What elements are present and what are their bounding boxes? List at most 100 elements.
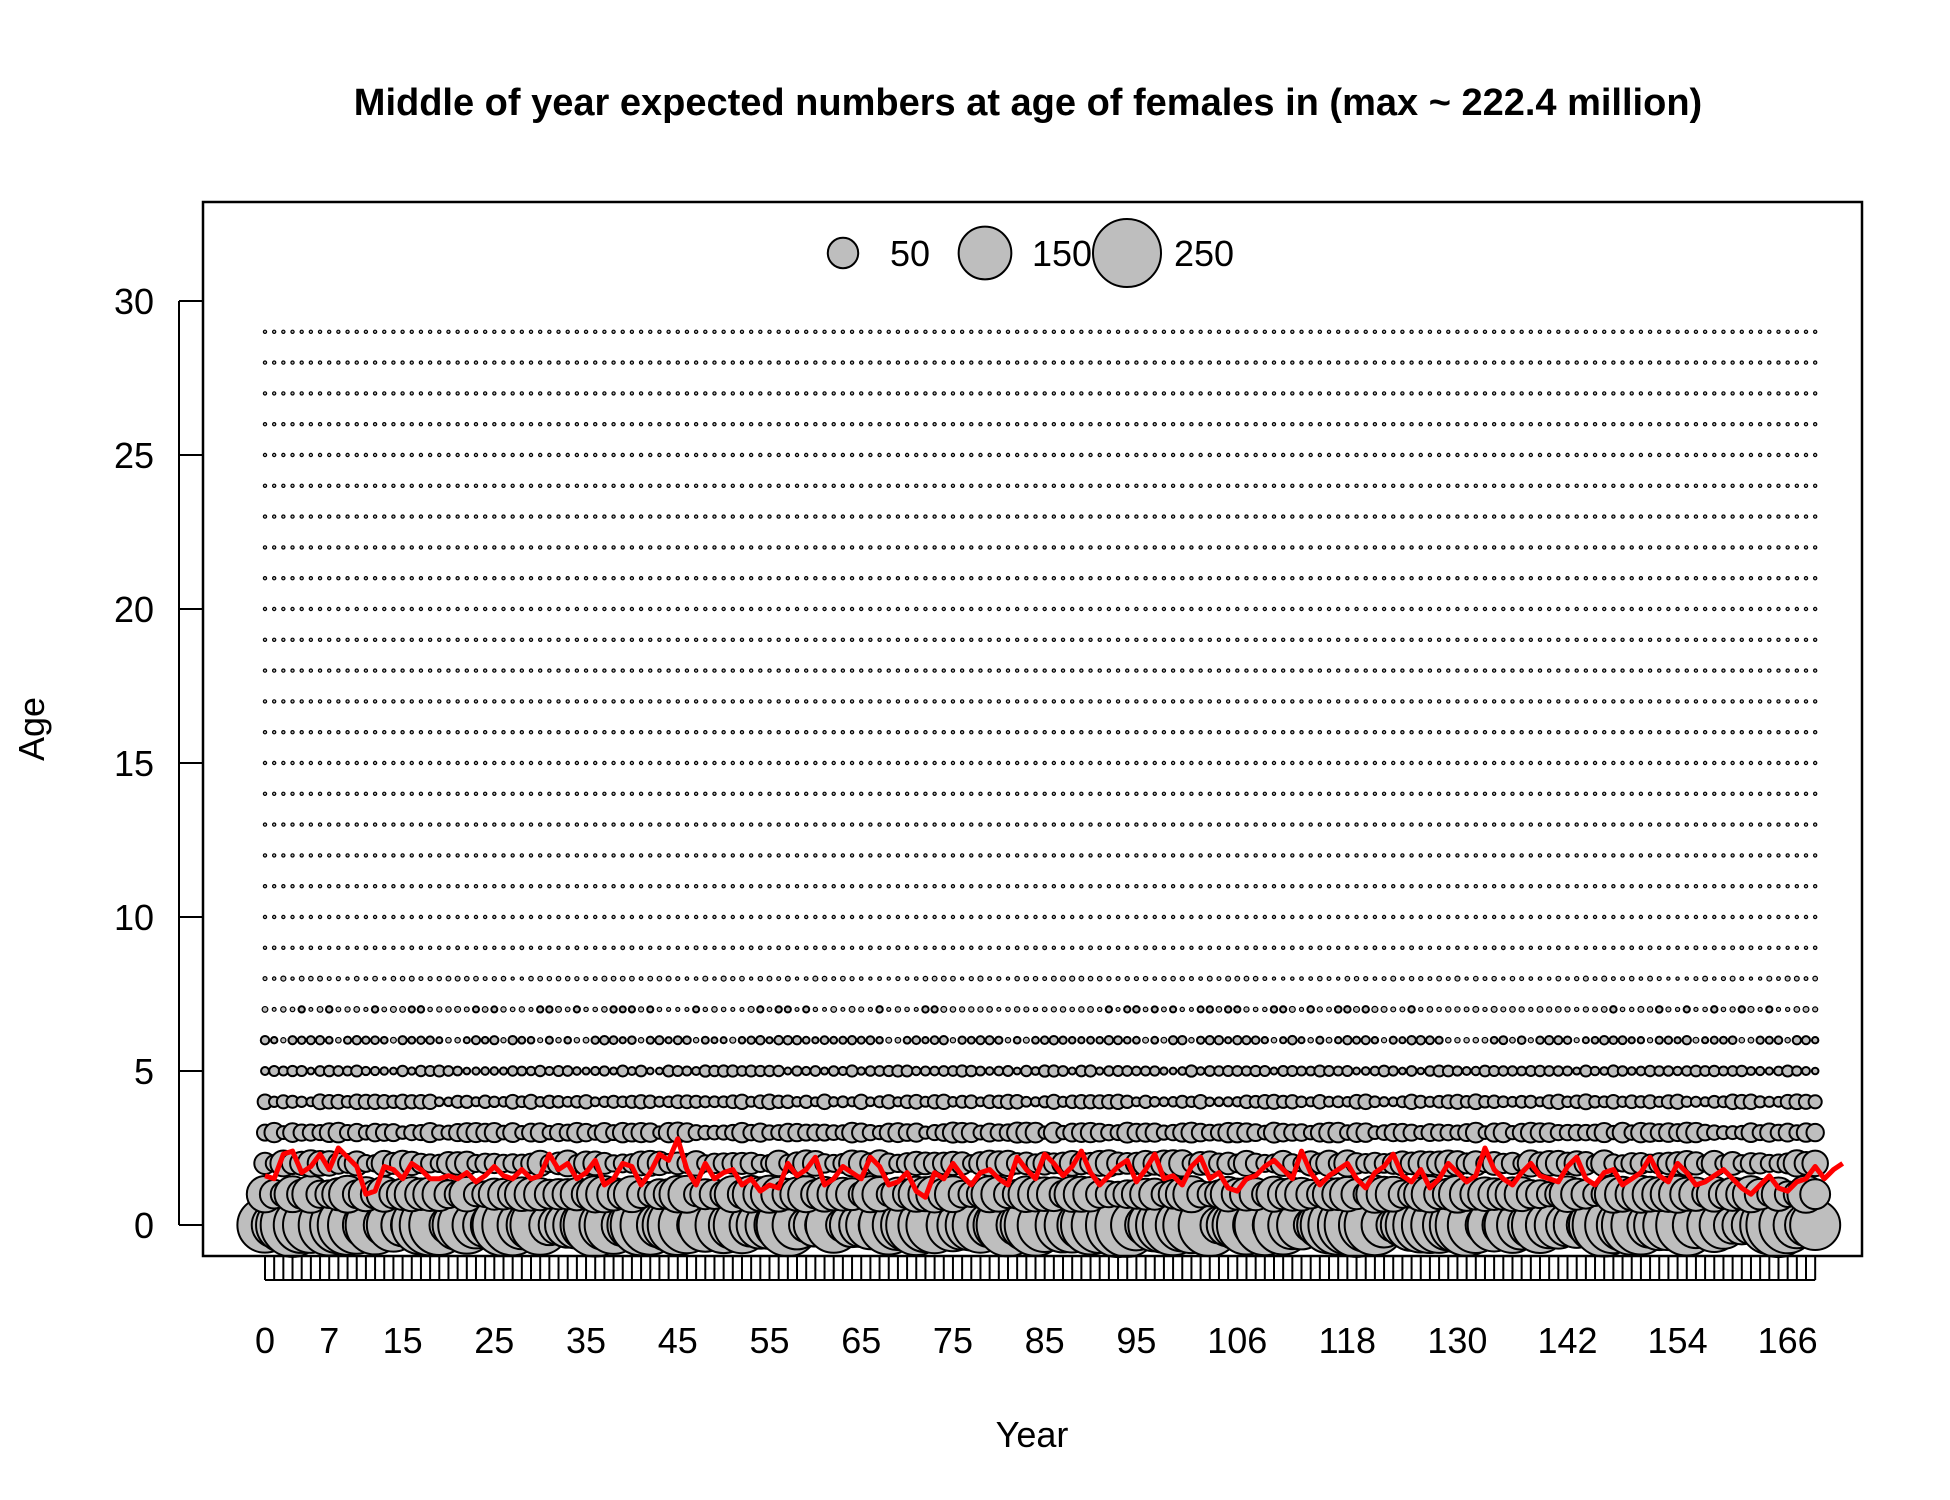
bubble-point: [1812, 637, 1818, 643]
bubble-point: [1675, 545, 1680, 550]
bubble-point: [865, 1035, 876, 1046]
bubble-point: [1115, 945, 1121, 951]
bubble-point: [1436, 975, 1443, 982]
bubble-point: [427, 822, 433, 827]
bubble-point: [1189, 945, 1194, 951]
bubble-point: [299, 699, 304, 704]
bubble-point: [391, 791, 396, 797]
bubble-point: [840, 945, 846, 951]
bubble-point: [1666, 822, 1671, 827]
bubble-point: [978, 730, 983, 735]
bubble-point: [314, 1035, 326, 1046]
bubble-point: [1454, 975, 1461, 982]
bubble-point: [1170, 668, 1176, 673]
bubble-point: [822, 699, 827, 704]
bubble-point: [831, 514, 836, 519]
bubble-point: [1546, 637, 1552, 643]
bubble-point: [785, 945, 791, 951]
bubble-point: [693, 452, 699, 458]
bubble-point: [1204, 1096, 1216, 1108]
bubble-point: [427, 329, 433, 334]
bubble-point: [904, 545, 910, 550]
bubble-point: [645, 1066, 655, 1076]
bubble-point: [950, 853, 956, 858]
bubble-point: [959, 976, 965, 981]
bubble-point: [1446, 791, 1451, 797]
bubble-point: [492, 514, 497, 519]
bubble-point: [657, 668, 662, 673]
bubble-point: [1574, 791, 1579, 797]
bubble-point: [1482, 1006, 1488, 1013]
bubble-point: [941, 637, 946, 643]
bubble-point: [968, 975, 974, 982]
bubble-point: [969, 391, 974, 396]
bubble-point: [601, 1006, 608, 1013]
bubble-point: [262, 791, 268, 797]
bubble-point: [959, 884, 965, 889]
bubble-point: [675, 945, 680, 951]
bubble-point: [703, 730, 708, 735]
bubble-point: [1243, 975, 1250, 982]
bubble-point: [308, 853, 314, 858]
bubble-point: [840, 360, 846, 365]
bubble-point: [1776, 853, 1781, 858]
bubble-point: [1051, 760, 1057, 766]
bubble-point: [1574, 668, 1579, 673]
bubble-point: [703, 699, 708, 704]
bubble-point: [657, 545, 662, 550]
bubble-point: [1611, 884, 1616, 889]
bubble-point: [1757, 668, 1763, 673]
bubble-point: [693, 514, 699, 519]
bubble-point: [721, 822, 726, 827]
bubble-point: [1189, 606, 1194, 612]
bubble-point: [1418, 360, 1423, 365]
bubble-point: [1004, 1036, 1012, 1044]
bubble-point: [1666, 668, 1671, 673]
bubble-point: [886, 360, 891, 365]
bubble-point: [1583, 452, 1589, 458]
bubble-point: [418, 514, 424, 519]
bubble-point: [1684, 576, 1689, 581]
bubble-point: [271, 483, 277, 488]
bubble-point: [1418, 914, 1423, 920]
bubble-point: [1812, 514, 1818, 519]
bubble-point: [1042, 483, 1047, 488]
bubble-point: [1657, 514, 1662, 519]
bubble-point: [1024, 514, 1029, 519]
bubble-point: [336, 668, 341, 673]
bubble-point: [1675, 699, 1680, 704]
bubble-point: [886, 791, 891, 797]
bubble-point: [1079, 791, 1084, 797]
bubble-point: [308, 1006, 314, 1012]
bubble-point: [1579, 1064, 1593, 1078]
bubble-point: [1684, 822, 1689, 827]
bubble-point: [1308, 945, 1313, 951]
bubble-point: [437, 914, 442, 920]
bubble-point: [427, 853, 433, 858]
bubble-point: [813, 668, 818, 673]
bubble-point: [1427, 976, 1433, 982]
bubble-point: [446, 699, 451, 704]
bubble-point: [1436, 1006, 1442, 1013]
bubble-point: [629, 545, 635, 550]
bubble-point: [849, 668, 855, 673]
bubble-point: [1693, 976, 1699, 982]
bubble-point: [1234, 975, 1241, 982]
bubble-point: [1482, 822, 1488, 827]
bubble-point: [409, 514, 414, 519]
bubble-point: [969, 576, 974, 581]
bubble-point: [1482, 606, 1488, 612]
bubble-point: [904, 699, 910, 704]
bubble-point: [1115, 853, 1121, 858]
bubble-point: [1005, 760, 1011, 766]
bubble-point: [1235, 576, 1240, 581]
bubble-point: [1776, 391, 1781, 396]
bubble-point: [1574, 699, 1579, 704]
chart-title: Middle of year expected numbers at age o…: [354, 82, 1702, 124]
bubble-point: [950, 884, 956, 889]
bubble-point: [620, 452, 625, 458]
bubble-point: [1611, 391, 1616, 396]
bubble-point: [978, 576, 983, 581]
bubble-point: [657, 329, 662, 334]
bubble-point: [1785, 514, 1790, 519]
